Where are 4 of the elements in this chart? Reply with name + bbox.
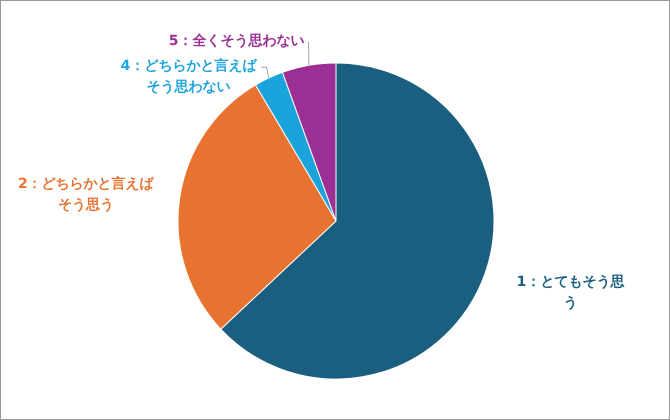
slice-label: 4：どちらかと言えばそう思わない <box>120 56 258 98</box>
slice-label: 5：全くそう思わない <box>168 32 304 52</box>
slice-label: 2：どちらかと言えばそう思う <box>16 174 155 216</box>
slice-label: 1：とてもそう思う <box>516 273 626 314</box>
